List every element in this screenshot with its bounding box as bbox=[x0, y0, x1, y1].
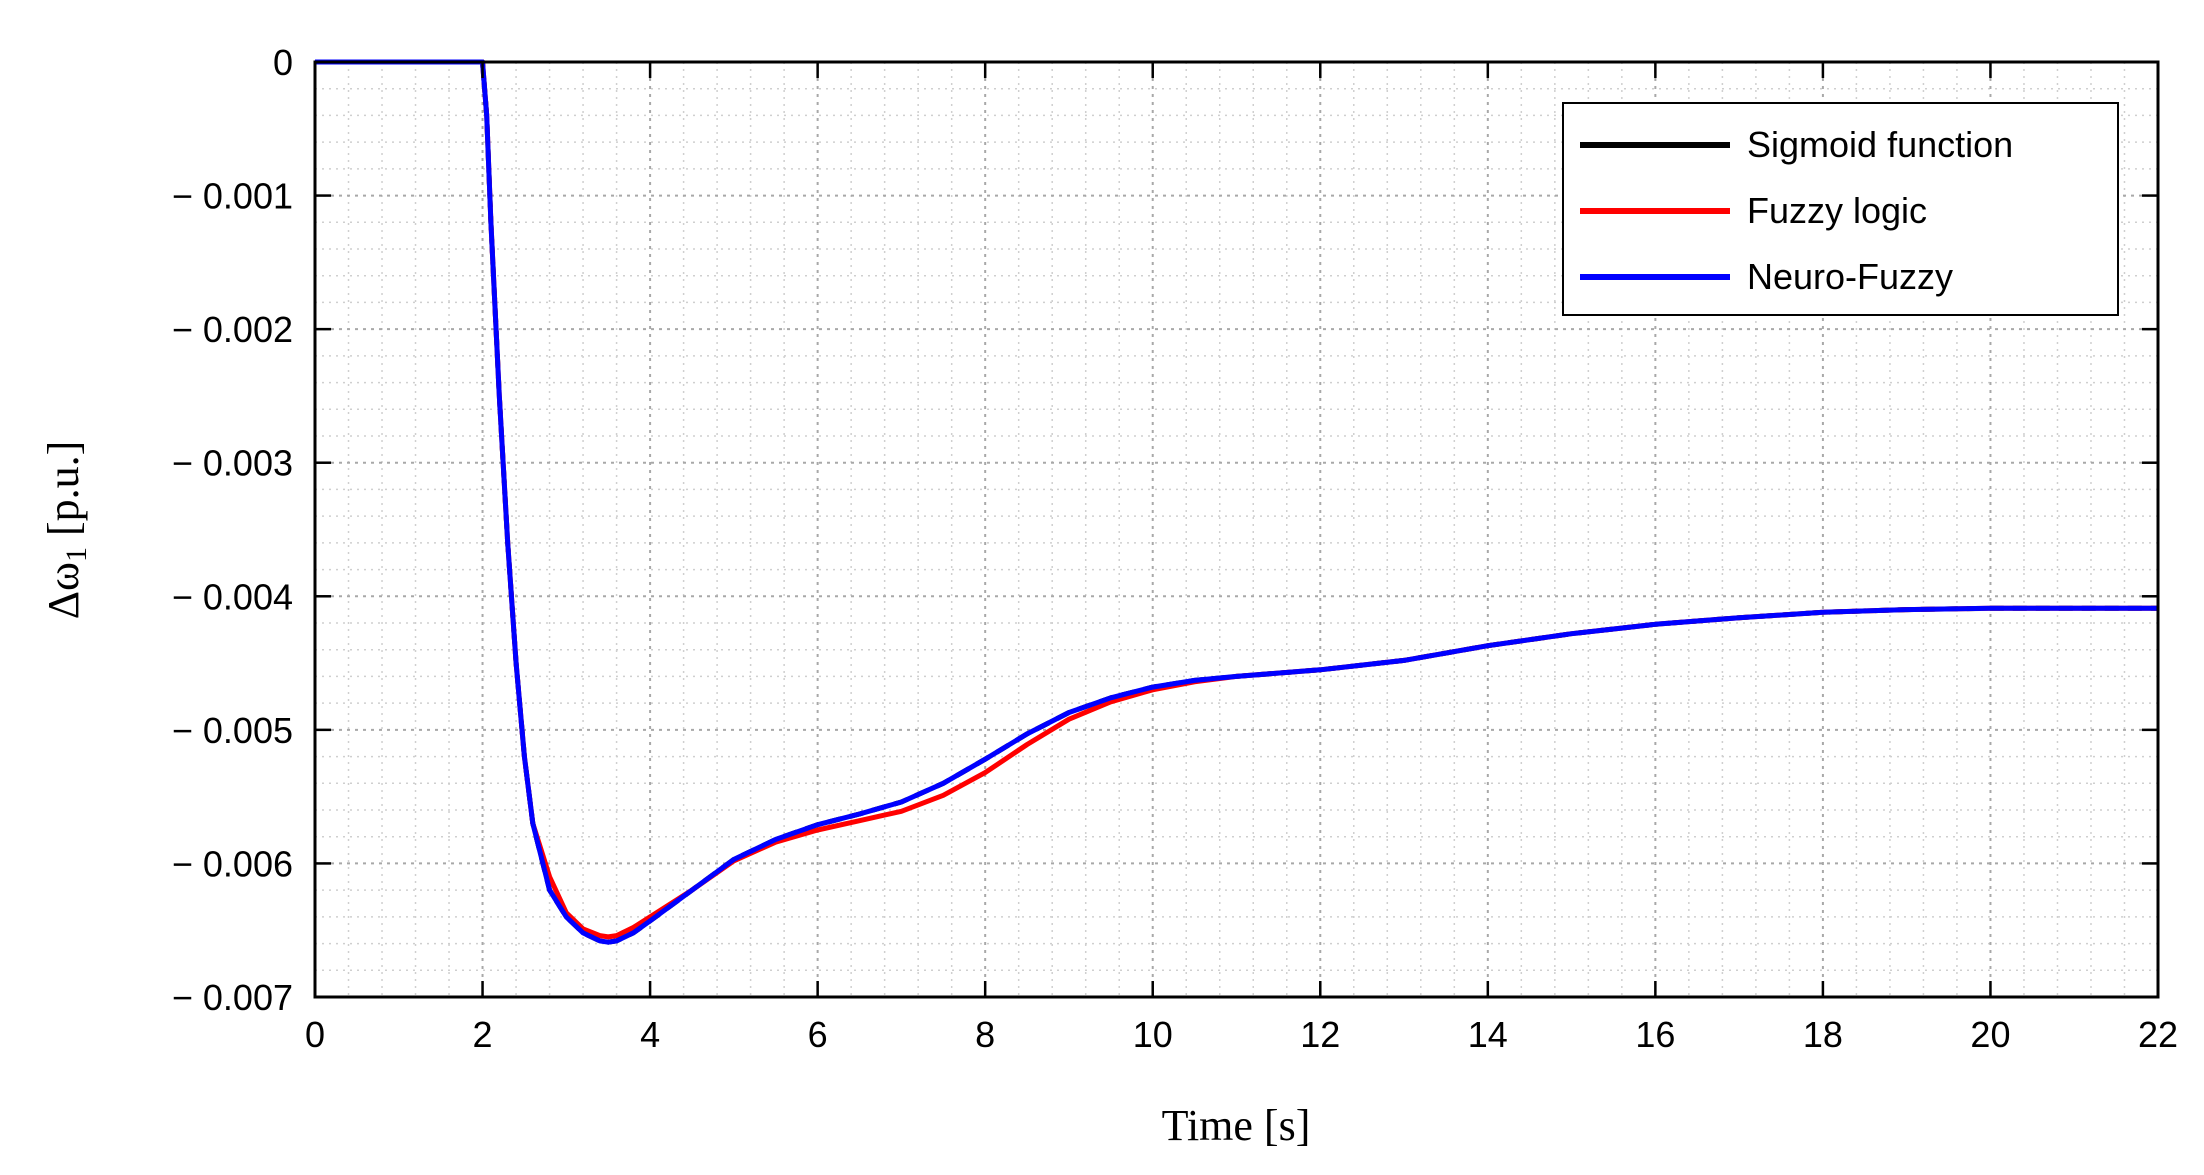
y-axis: 0 − 0.001 − 0.002 − 0.003 − 0.004 − 0.005 − 0.… bbox=[172, 42, 2158, 1018]
plot-frame bbox=[313, 60, 2160, 999]
y-tick-label: − 0.004 bbox=[172, 576, 293, 617]
y-axis-symbol: Δω bbox=[39, 562, 88, 619]
x-tick-label: 6 bbox=[808, 1014, 828, 1055]
y-tick-label: − 0.007 bbox=[172, 977, 293, 1018]
legend-label: Fuzzy logic bbox=[1747, 190, 1927, 231]
y-tick-label: 0 bbox=[273, 42, 293, 83]
y-tick-label: − 0.002 bbox=[172, 309, 293, 350]
series-layer bbox=[315, 59, 2158, 945]
x-axis-title: Time [s] bbox=[1162, 1101, 1311, 1150]
x-tick-label: 12 bbox=[1300, 1014, 1340, 1055]
x-tick-label: 14 bbox=[1468, 1014, 1508, 1055]
y-axis-title: Δω1 [p.u.] bbox=[39, 441, 93, 620]
x-tick-label: 8 bbox=[975, 1014, 995, 1055]
legend-label: Neuro-Fuzzy bbox=[1747, 256, 1953, 297]
series-line-2 bbox=[315, 59, 2158, 945]
y-axis-subscript: 1 bbox=[60, 547, 93, 562]
x-tick-label: 22 bbox=[2138, 1014, 2178, 1055]
x-tick-label: 20 bbox=[1970, 1014, 2010, 1055]
x-tick-label: 0 bbox=[305, 1014, 325, 1055]
y-tick-label: − 0.003 bbox=[172, 443, 293, 484]
x-tick-label: 2 bbox=[473, 1014, 493, 1055]
legend-label: Sigmoid function bbox=[1747, 124, 2013, 165]
x-axis: 0 2 4 6 8 10 12 14 16 18 20 22 bbox=[305, 62, 2178, 1055]
x-tick-label: 18 bbox=[1803, 1014, 1843, 1055]
y-tick-label: − 0.005 bbox=[172, 710, 293, 751]
y-tick-label: − 0.001 bbox=[172, 176, 293, 217]
x-tick-label: 16 bbox=[1635, 1014, 1675, 1055]
legend: Sigmoid function Fuzzy logic Neuro-Fuzzy bbox=[1562, 102, 2119, 316]
y-tick-label: − 0.006 bbox=[172, 843, 293, 884]
x-tick-label: 4 bbox=[640, 1014, 660, 1055]
x-tick-label: 10 bbox=[1133, 1014, 1173, 1055]
y-axis-unit: [p.u.] bbox=[39, 441, 88, 547]
